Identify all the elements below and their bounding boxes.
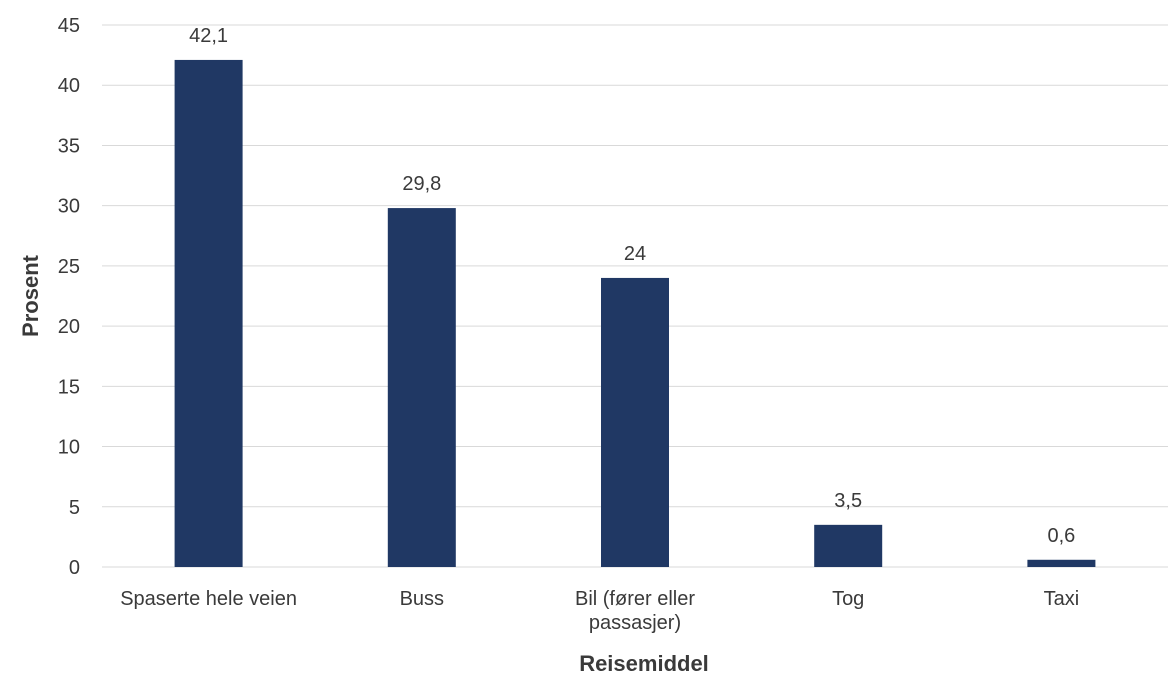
data-label: 24 (624, 243, 646, 265)
data-label: 29,8 (402, 173, 441, 195)
x-tick-label: Tog (832, 588, 864, 610)
x-tick-label: Taxi (1044, 588, 1080, 610)
x-tick-label: passasjer) (589, 612, 681, 634)
x-axis-title: Reisemiddel (579, 651, 709, 673)
data-labels: 42,1 29,8 24 3,5 0,6 (189, 25, 1075, 547)
bar (387, 208, 456, 567)
y-tick-label: 15 (58, 376, 80, 398)
x-tick-label: Buss (400, 588, 444, 610)
bars (174, 59, 1096, 567)
x-tick-label: Spaserte hele veien (120, 588, 297, 610)
y-tick-label: 30 (58, 196, 80, 218)
y-tick-label: 35 (58, 135, 80, 157)
y-tick-label: 45 (58, 15, 80, 37)
data-label: 0,6 (1047, 525, 1075, 547)
bar (814, 524, 883, 567)
x-tick-label: Bil (fører eller (575, 588, 695, 610)
y-axis-title: Prosent (18, 254, 43, 337)
x-axis-categories: Spaserte hele veien Buss Bil (fører ellerp… (120, 588, 1079, 634)
bar (174, 59, 243, 567)
y-tick-label: 40 (58, 75, 80, 97)
y-axis-ticks: 0 5 10 15 20 25 30 35 40 45 (58, 15, 80, 579)
y-tick-label: 20 (58, 316, 80, 338)
y-tick-label: 10 (58, 437, 80, 459)
bar (1027, 559, 1096, 567)
bar (601, 277, 669, 567)
data-label: 3,5 (834, 490, 862, 512)
y-tick-label: 5 (69, 497, 80, 519)
y-tick-label: 0 (69, 557, 80, 579)
y-tick-label: 25 (58, 256, 80, 278)
data-label: 42,1 (189, 25, 228, 47)
